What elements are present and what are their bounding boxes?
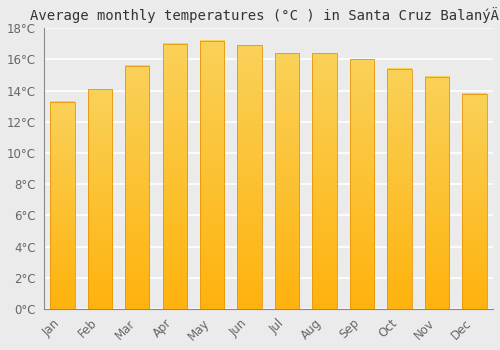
Bar <box>162 44 187 309</box>
Bar <box>424 77 449 309</box>
Title: Average monthly temperatures (°C ) in Santa Cruz BalanýÄ‚: Average monthly temperatures (°C ) in Sa… <box>30 7 500 23</box>
Bar <box>350 60 374 309</box>
Bar <box>275 53 299 309</box>
Bar <box>125 66 150 309</box>
Bar <box>88 89 112 309</box>
Bar <box>312 53 336 309</box>
Bar <box>462 94 486 309</box>
Bar <box>50 102 74 309</box>
Bar <box>388 69 411 309</box>
Bar <box>200 41 224 309</box>
Bar <box>238 46 262 309</box>
